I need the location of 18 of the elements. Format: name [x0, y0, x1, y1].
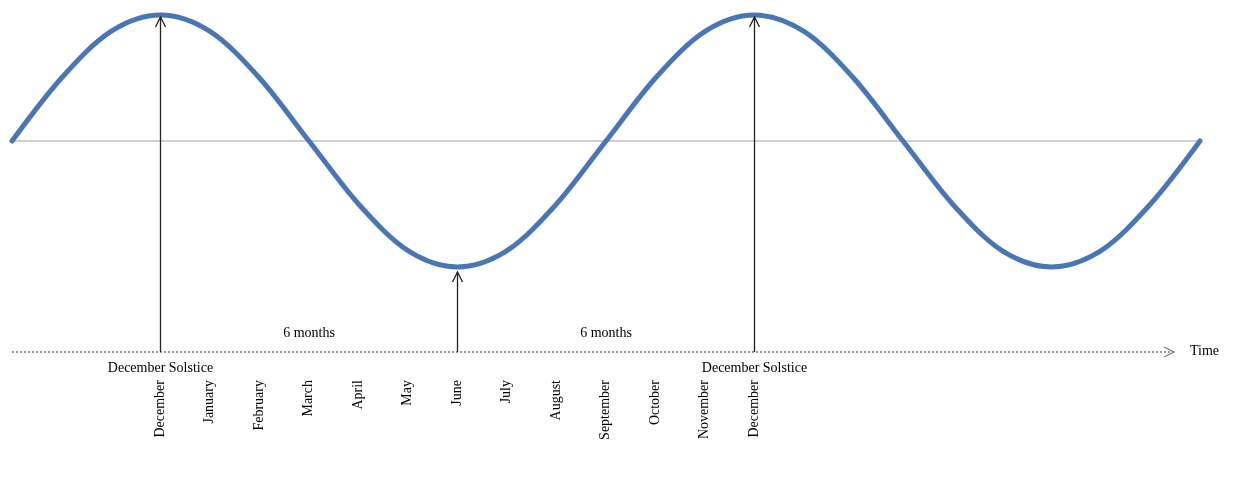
x-tick-label: March [300, 380, 316, 417]
x-tick-label: January [201, 380, 217, 424]
text: December Solstice [107, 360, 214, 375]
x-tick-label: May [399, 380, 415, 406]
x-tick-label: September [597, 379, 613, 440]
x-tick-label: July [498, 380, 514, 404]
x-tick-label: October [646, 379, 662, 426]
text: 6 months [580, 325, 632, 340]
text: 6 months [283, 325, 335, 340]
x-tick-label: December [745, 379, 761, 438]
x-tick-label: November [696, 379, 712, 440]
x-axis-title: Time [1190, 343, 1220, 358]
x-tick-label: August [547, 379, 563, 421]
x-tick-label: December [151, 379, 167, 438]
x-tick-label: February [250, 380, 266, 431]
text: December Solstice [701, 360, 808, 375]
x-tick-label: June [448, 380, 464, 406]
x-tick-label: April [349, 379, 365, 410]
